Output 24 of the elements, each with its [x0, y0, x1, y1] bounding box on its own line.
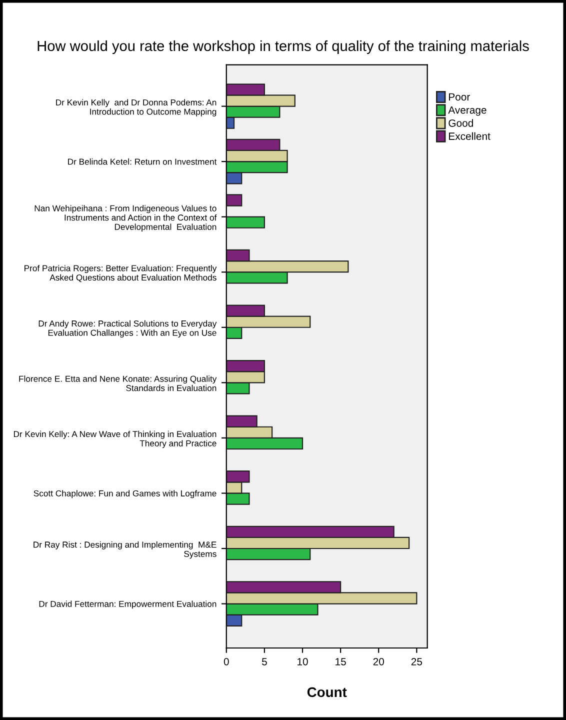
x-tick-label: 20: [373, 658, 384, 666]
y-tick-label: Dr Andy Rowe: Practical Solutions to Everyday Evaluation Challanges : With an Eye on Use: [38, 320, 217, 338]
x-tick-label: 5: [262, 658, 267, 666]
y-tick-label: Dr Ray Rist : Designing and Implementing M&E Systems: [34, 541, 216, 559]
legend-label: Average: [448, 106, 486, 116]
y-tick-label: Dr Belinda Ketel: Return on Investment: [68, 158, 217, 165]
bar: [226, 194, 242, 206]
x-tick-label: 0: [224, 658, 229, 666]
y-tick-label: Scott Chaplowe: Fun and Games with Logframe: [34, 490, 216, 498]
x-tick-label: 15: [336, 658, 346, 666]
y-tick-label: Dr Kevin Kelly: A New Wave of Thinking in Evaluation Theory and Practice: [14, 430, 216, 448]
x-tick-label: 10: [298, 658, 308, 666]
y-tick-label: Dr Kevin Kelly and Dr Donna Podems: An Introduction to Outcome Mapping: [56, 99, 216, 116]
x-tick-label: 25: [411, 658, 422, 666]
y-tick-label: Nan Wehipeihana : From Indigeneous Values to Instruments and Action in the Context of Developmental Evaluation: [34, 205, 217, 232]
legend-label: Poor: [449, 93, 470, 101]
bar: [226, 216, 266, 228]
legend-label: Excellent: [449, 132, 490, 140]
x-axis-title: Count: [307, 687, 347, 698]
y-tick-label: Prof Patricia Rogers: Better Evaluation: Frequently Asked Questions about Evaluation Methods: [24, 264, 217, 282]
legend-label: Good: [448, 119, 473, 127]
y-tick-label: Florence E. Etta and Nene Konate: Assuring Quality Standards in Evaluation: [19, 376, 217, 392]
y-tick-label: Dr David Fetterman: Empowerment Evaluation: [39, 600, 216, 609]
chart-title: How would you rate the workshop in terms of quality of the training materials: [38, 40, 529, 54]
